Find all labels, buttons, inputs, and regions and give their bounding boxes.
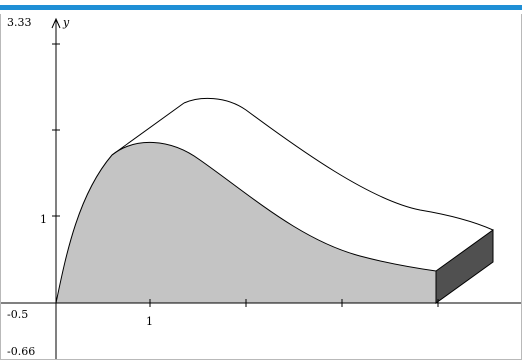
x-min-label: -0.5 [7,308,29,321]
x-tick-label: 1 [146,315,153,328]
lower-curve [55,141,437,304]
upper-curve [183,97,494,231]
y-axis-label: y [63,16,70,29]
window-top-bar [0,0,522,14]
y-axis-arrow [51,17,61,29]
window-frame-left [0,14,1,360]
shaded-region [56,142,436,303]
solid-top-face [112,98,493,271]
top-accent-strip [0,5,522,10]
y-max-label: 3.33 [7,16,32,29]
y-min-label: -0.66 [7,345,36,358]
y-tick-label: 1 [40,213,47,226]
solid-back-edge [111,102,185,156]
